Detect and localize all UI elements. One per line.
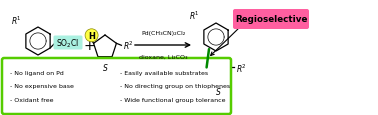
- Text: - Easily available substrates: - Easily available substrates: [121, 70, 209, 75]
- Text: S: S: [102, 63, 107, 72]
- Text: - No directing group on thiophenes: - No directing group on thiophenes: [121, 84, 231, 89]
- Text: SO$_2$Cl: SO$_2$Cl: [56, 37, 80, 49]
- Text: +: +: [83, 39, 95, 53]
- Text: - Oxidant free: - Oxidant free: [10, 98, 54, 103]
- Text: Regioselective: Regioselective: [235, 15, 307, 24]
- Text: - No ligand on Pd: - No ligand on Pd: [10, 70, 64, 75]
- FancyBboxPatch shape: [2, 59, 231, 114]
- Text: Pd(CH₃CN)₂Cl₂: Pd(CH₃CN)₂Cl₂: [141, 31, 185, 36]
- Text: $R^2$: $R^2$: [236, 62, 247, 74]
- Text: - No expensive base: - No expensive base: [10, 84, 74, 89]
- Text: $R^1$: $R^1$: [11, 14, 22, 27]
- Text: dioxane, Li₂CO₃: dioxane, Li₂CO₃: [139, 55, 187, 59]
- FancyBboxPatch shape: [233, 10, 309, 30]
- Text: - Wide functional group tolerance: - Wide functional group tolerance: [121, 98, 226, 103]
- Circle shape: [85, 30, 98, 42]
- Text: $R^1$: $R^1$: [189, 10, 200, 22]
- FancyBboxPatch shape: [54, 36, 82, 50]
- Text: S: S: [215, 87, 220, 96]
- Text: H: H: [88, 32, 95, 40]
- Text: $R^2$: $R^2$: [123, 40, 134, 52]
